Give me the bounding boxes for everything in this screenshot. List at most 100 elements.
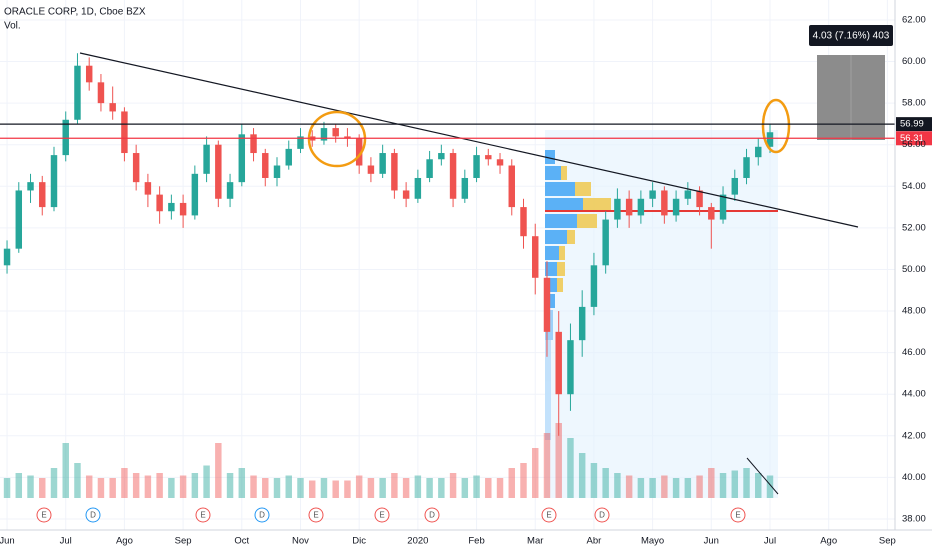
candle-body (27, 182, 34, 191)
event-marker (424, 507, 440, 523)
event-label: E (379, 511, 384, 520)
event-marker (195, 507, 211, 523)
profile-bar (567, 230, 575, 244)
measure-label: 4.03 (7.16%) 403 (813, 31, 890, 42)
event-label: D (429, 511, 435, 520)
highlight-circle (307, 110, 367, 168)
event-label: E (41, 511, 46, 520)
volume-bar (285, 475, 292, 498)
volume-bar (719, 473, 727, 498)
volume-bar (15, 473, 23, 498)
candle-body (132, 153, 140, 183)
y-tick-label: 56.00 (902, 139, 926, 150)
event-marker (36, 507, 52, 523)
candle-body (473, 155, 480, 178)
volume-bar (543, 433, 551, 498)
volume-bar (191, 473, 199, 498)
event-marker (374, 507, 390, 523)
volume-bar (297, 478, 304, 498)
profile-bar (545, 182, 575, 196)
x-tick-label: Jul (60, 536, 72, 547)
measure-label-box (809, 25, 893, 46)
event-marker (541, 507, 557, 523)
candle-body (39, 182, 46, 208)
level-tag (896, 117, 932, 132)
volume-bar (449, 473, 457, 498)
profile-bar (559, 246, 565, 260)
profile-bar (545, 246, 559, 260)
candle-body (661, 190, 668, 216)
volume-bar (696, 475, 703, 498)
event-marker (594, 507, 610, 523)
candle-body (62, 119, 69, 156)
x-tick-label: Nov (292, 536, 309, 547)
profile-bar (545, 262, 557, 276)
candle-body (578, 306, 586, 341)
x-tick-label: Oct (234, 536, 249, 547)
y-tick-label: 42.00 (902, 430, 926, 441)
profile-bar (557, 262, 565, 276)
volume-bar (144, 475, 152, 498)
event-marker (308, 507, 324, 523)
y-tick-label: 50.00 (902, 264, 926, 275)
level-label: 56.31 (900, 133, 924, 144)
volume-bar (85, 475, 93, 498)
candle-body (555, 331, 562, 395)
x-tick-label: 2020 (407, 536, 428, 547)
volume-bar (402, 478, 410, 498)
profile-bar (583, 198, 611, 212)
candle-body (543, 277, 551, 332)
volume-bar (226, 473, 234, 498)
volume-bar (766, 475, 774, 498)
candles (3, 53, 774, 436)
event-label: D (599, 511, 605, 520)
volume-bar (743, 468, 750, 498)
y-tick-label: 40.00 (902, 472, 926, 483)
volume-bar (132, 473, 140, 498)
event-marker (254, 507, 270, 523)
candle-body (625, 198, 633, 216)
levels: 56.99 56.31 (0, 117, 932, 146)
volume-bar (332, 480, 339, 498)
volume-bar (625, 475, 633, 498)
y-tick-label: 58.00 (902, 98, 926, 109)
volume-bar (755, 473, 762, 498)
candle-body (649, 190, 656, 199)
volume-bar (684, 478, 692, 498)
candle-body (191, 173, 199, 216)
y-tick-label: 52.00 (902, 222, 926, 233)
candle-body (226, 182, 234, 199)
candle-body (238, 134, 246, 183)
candle-body (285, 148, 292, 166)
volume-bar (344, 480, 351, 498)
volume-bar (62, 443, 69, 498)
volume-bar (74, 463, 81, 498)
candle-body (461, 177, 469, 199)
level-tag (896, 131, 932, 146)
candle-body (320, 128, 328, 141)
event-marker (730, 507, 746, 523)
candle-body (156, 194, 163, 212)
volume-bar (578, 453, 586, 498)
profile-bar (545, 150, 555, 164)
x-tick-label: Abr (587, 536, 602, 547)
candle-body (179, 202, 187, 216)
profile-bar (545, 166, 561, 180)
y-tick-label: 44.00 (902, 389, 926, 400)
candle-body (485, 155, 492, 160)
volume-bar (520, 463, 527, 498)
volume-bar (262, 478, 269, 498)
candle-body (367, 165, 375, 174)
candle-body (85, 65, 93, 83)
candle-body (731, 177, 739, 195)
candle-body (708, 207, 715, 220)
candle-body (391, 153, 398, 191)
volume-bar (27, 475, 34, 498)
chart-title: ORACLE CORP, 1D, Cboe BZX (4, 7, 146, 18)
volume (3, 423, 774, 498)
volume-bar (637, 478, 645, 498)
candle-body (332, 128, 339, 137)
